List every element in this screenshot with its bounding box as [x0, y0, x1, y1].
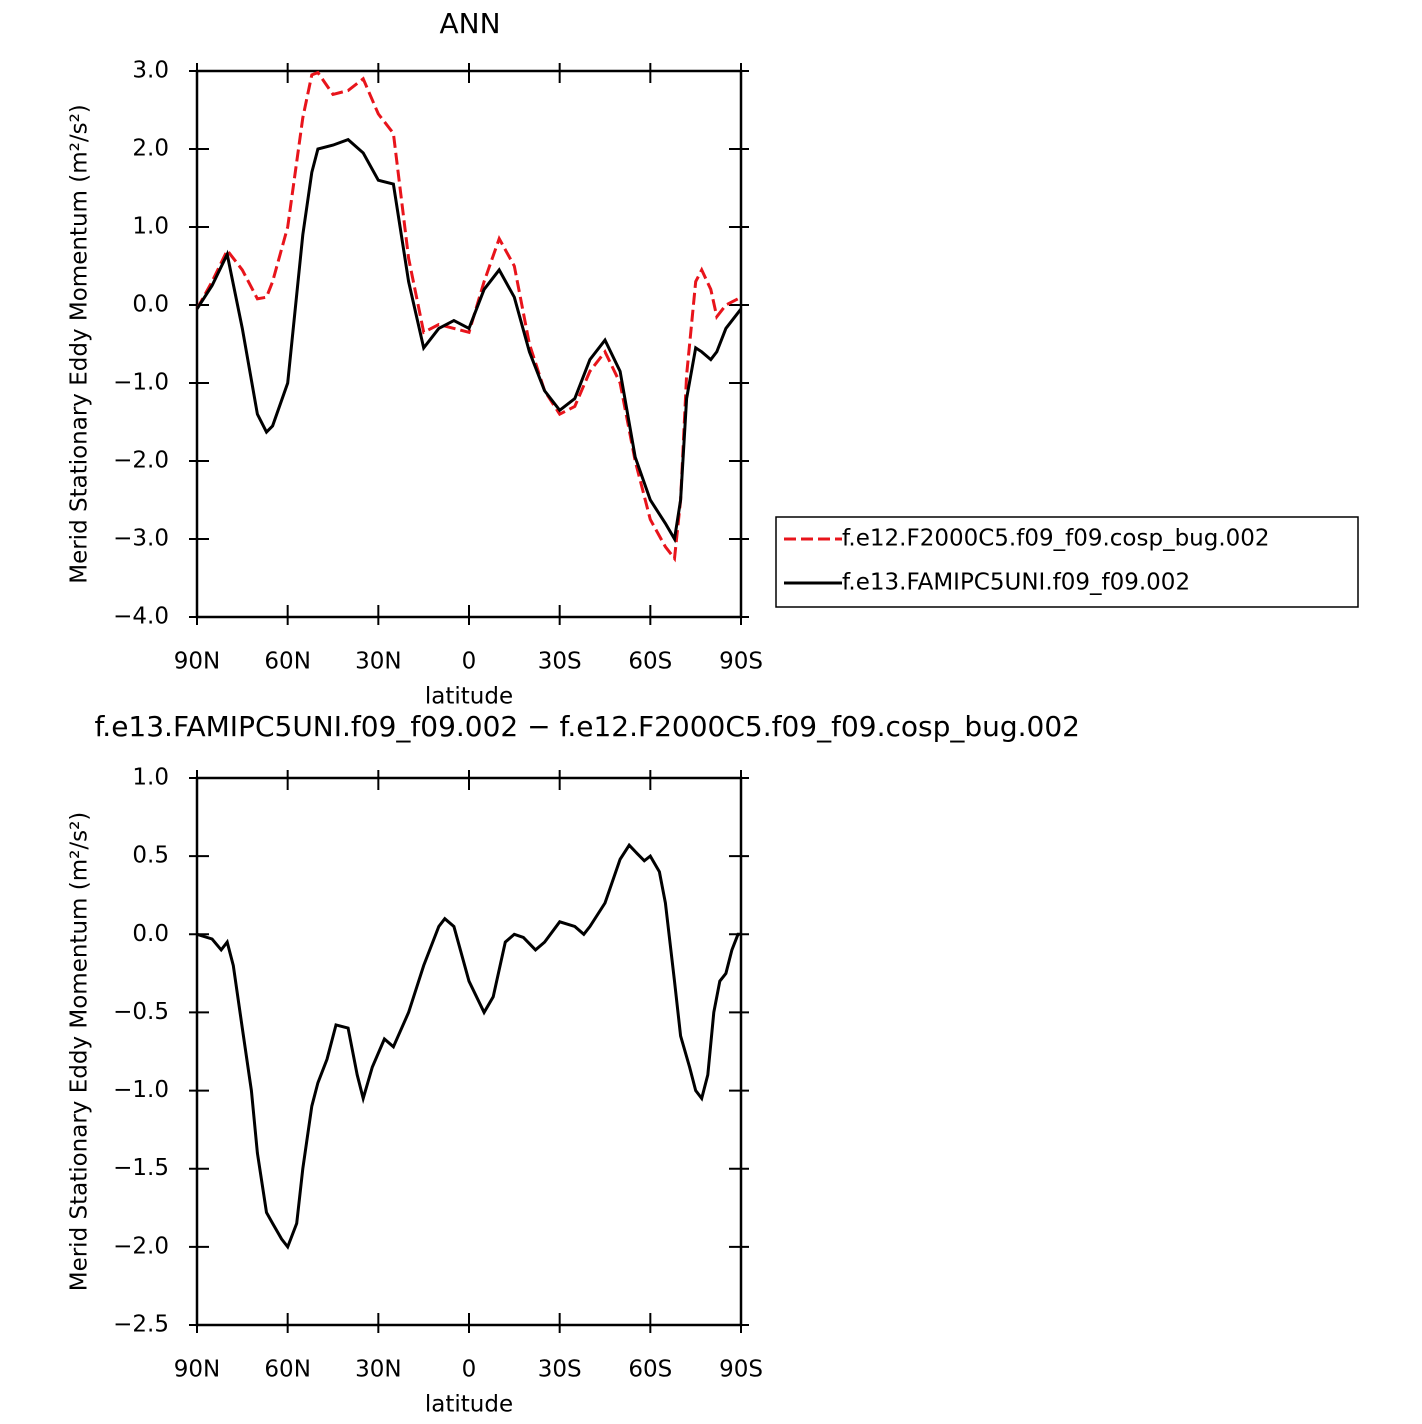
y-axis-label: Merid Stationary Eddy Momentum (m²/s²)	[67, 104, 93, 584]
y-tick-label: 1.0	[132, 214, 169, 240]
line-series	[195, 70, 742, 563]
chart-title: ANN	[439, 7, 500, 40]
y-tick-label: 0.0	[132, 292, 169, 318]
y-tick-label: −1.5	[113, 1155, 169, 1181]
y-tick-label: −2.0	[113, 448, 169, 474]
y-tick-label: −3.0	[113, 526, 169, 552]
y-tick-label: −1.0	[113, 370, 169, 396]
x-axis-label: latitude	[425, 1392, 513, 1418]
chart-title: f.e13.FAMIPC5UNI.f09_f09.002 − f.e12.F20…	[94, 710, 1080, 743]
y-axis-label: Merid Stationary Eddy Momentum (m²/s²)	[67, 812, 93, 1292]
plot-frame	[195, 776, 743, 1327]
line-series	[196, 842, 741, 1250]
legend-box	[775, 516, 1359, 608]
x-tick-label: 60S	[628, 649, 672, 675]
x-tick-label: 0	[462, 649, 477, 675]
y-tick-label: −0.5	[113, 999, 169, 1025]
x-tick-label: 0	[462, 1357, 477, 1383]
y-tick-label: −2.5	[113, 1312, 169, 1338]
y-tick-label: 3.0	[132, 58, 169, 84]
y-tick-label: 0.0	[132, 921, 169, 947]
x-tick-label: 30N	[355, 1357, 401, 1383]
x-tick-label: 90N	[174, 1357, 220, 1383]
x-tick-label: 30S	[538, 1357, 582, 1383]
x-tick-label: 90N	[174, 649, 220, 675]
x-tick-label: 90S	[719, 649, 763, 675]
y-tick-label: 1.0	[132, 765, 169, 791]
x-tick-label: 90S	[719, 1357, 763, 1383]
y-tick-label: 2.0	[132, 136, 169, 162]
y-tick-label: 0.5	[132, 843, 169, 869]
x-tick-label: 60N	[264, 1357, 310, 1383]
line-series	[195, 137, 743, 544]
x-axis-label: latitude	[425, 684, 513, 710]
x-tick-label: 30N	[355, 649, 401, 675]
plot-frame	[195, 69, 743, 619]
x-tick-label: 60N	[264, 649, 310, 675]
legend-label: f.e13.FAMIPC5UNI.f09_f09.002	[842, 570, 1190, 596]
y-tick-label: −2.0	[113, 1233, 169, 1259]
legend-label: f.e12.F2000C5.f09_f09.cosp_bug.002	[842, 526, 1270, 552]
y-tick-label: −4.0	[113, 604, 169, 630]
x-tick-label: 60S	[628, 1357, 672, 1383]
x-tick-label: 30S	[538, 649, 582, 675]
y-tick-label: −1.0	[113, 1077, 169, 1103]
